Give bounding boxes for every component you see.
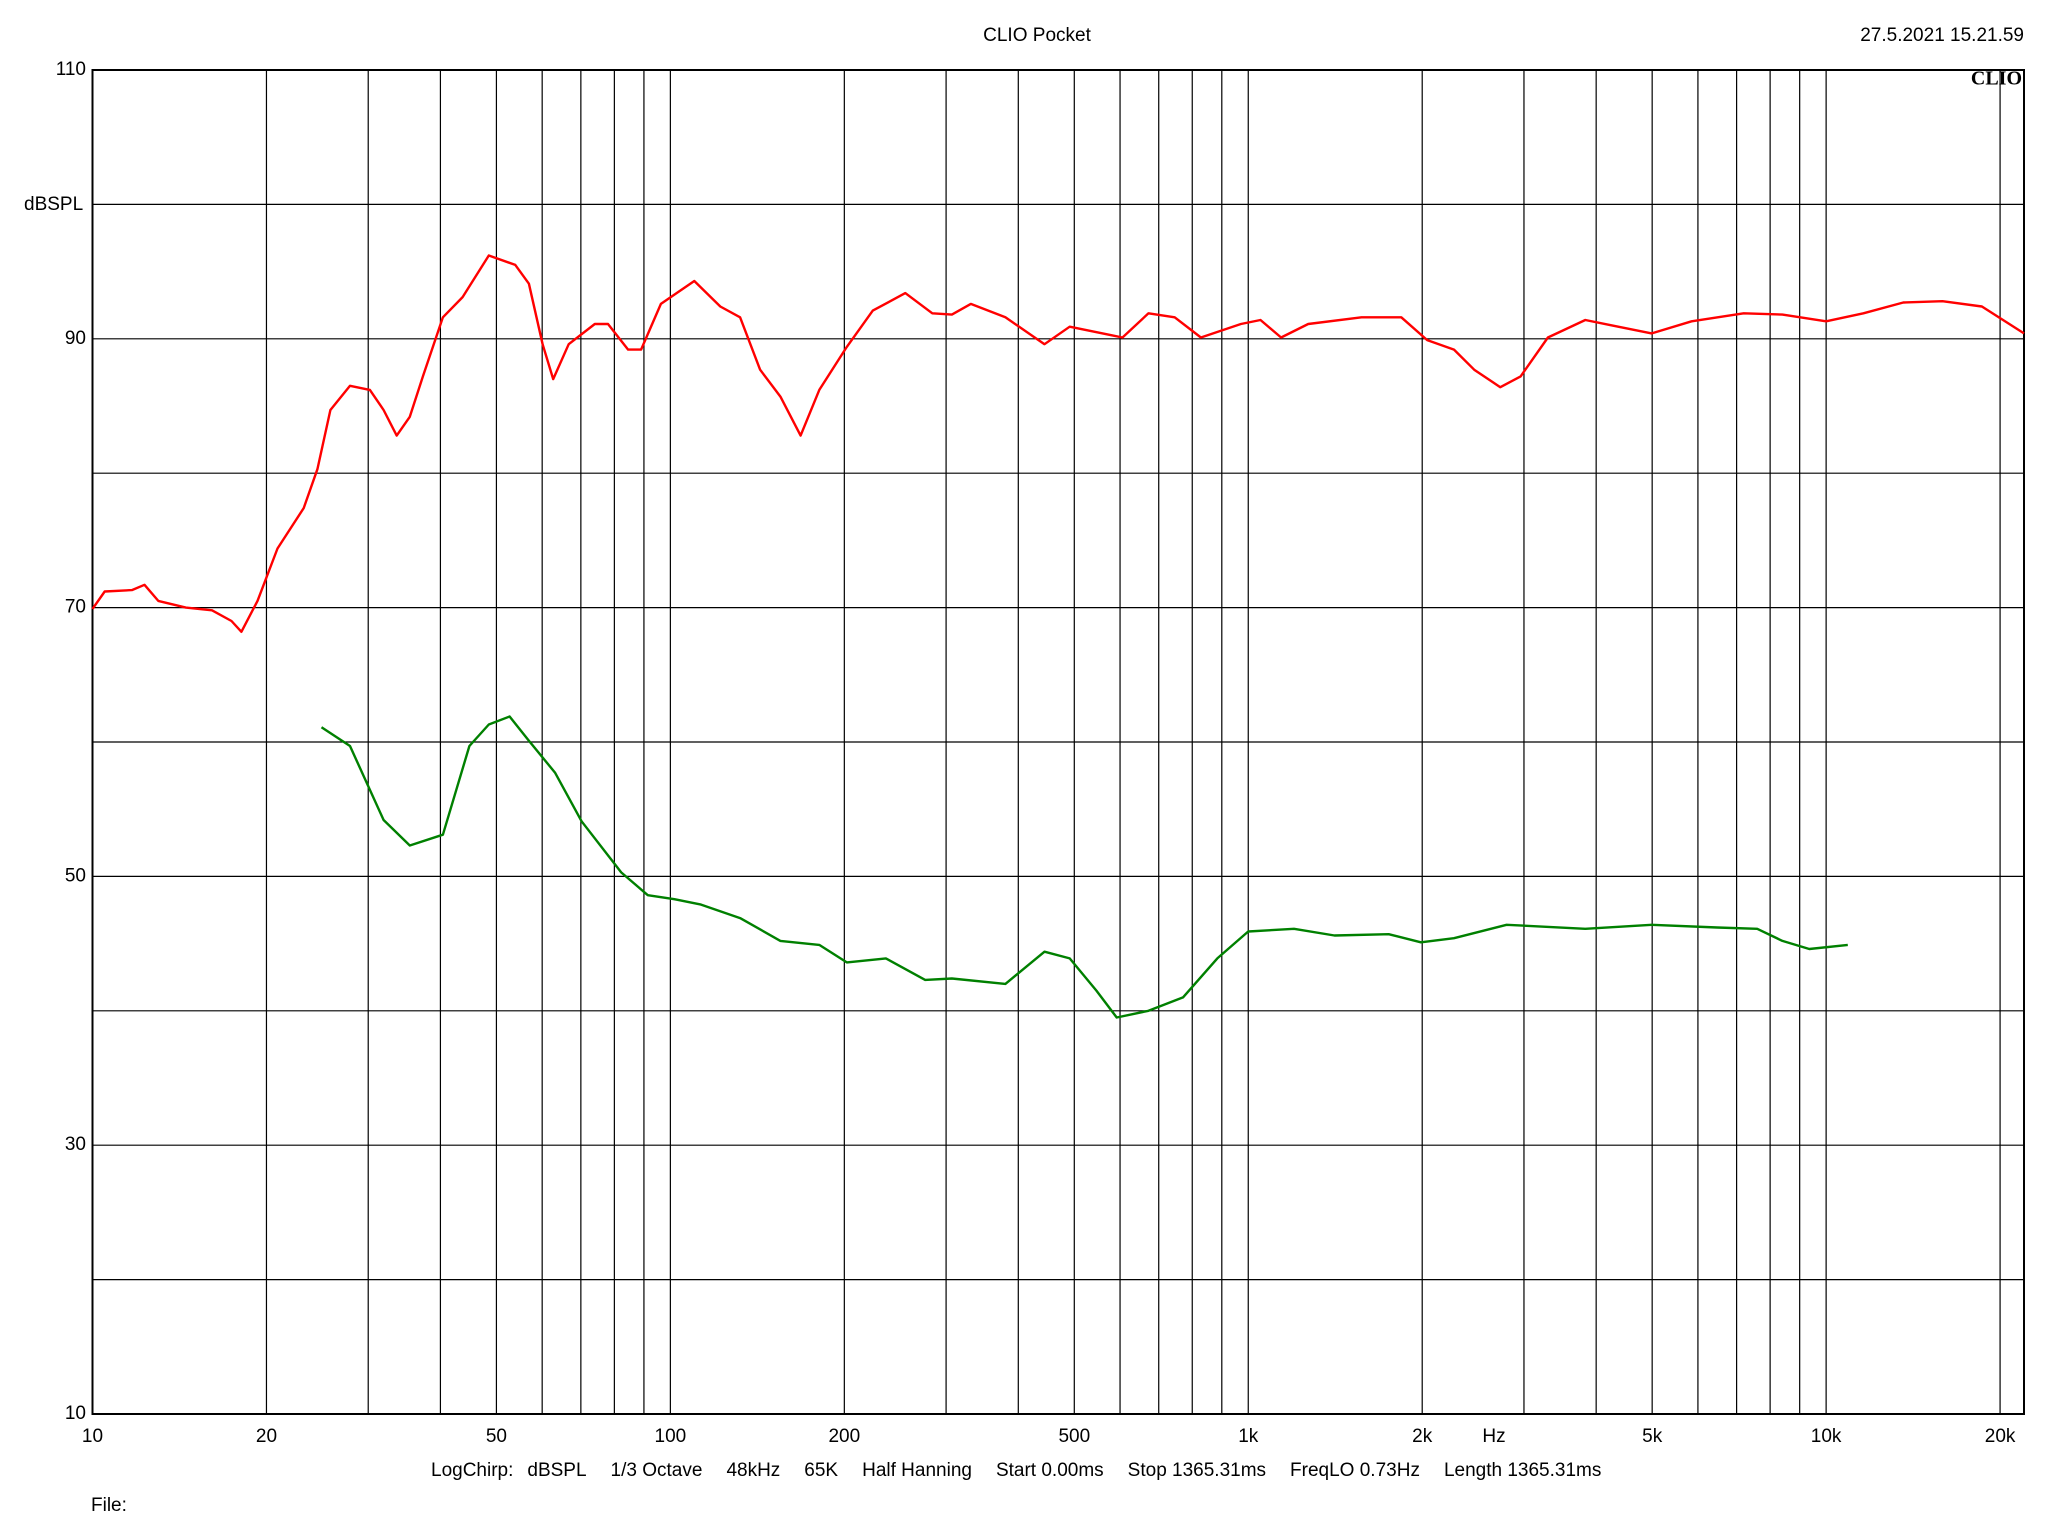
setting: 48kHz — [726, 1460, 780, 1481]
data-line — [91, 254, 2025, 633]
x-tick-label: 10k — [1811, 1426, 1842, 1447]
setting: FreqLO 0.73Hz — [1290, 1460, 1420, 1481]
file-label: File: — [91, 1495, 127, 1516]
x-tick-label: 10 — [82, 1426, 103, 1447]
setting: Start 0.00ms — [996, 1460, 1104, 1481]
y-tick-label: 90 — [65, 328, 86, 349]
x-tick-label: 20 — [256, 1426, 277, 1447]
x-tick-label: 20k — [1985, 1426, 2016, 1447]
settings-line: LogChirp: dBSPL 1/3 Octave 48kHz 65K Half Han… — [431, 1460, 1601, 1481]
y-axis-label: dBSPL — [24, 194, 83, 215]
setting: Length 1365.31ms — [1444, 1460, 1601, 1481]
y-tick-label: 50 — [65, 865, 86, 886]
logo: CLIO — [1971, 68, 2022, 90]
chart-title: CLIO Pocket — [983, 25, 1091, 46]
timestamp: 27.5.2021 15.21.59 — [1860, 25, 2024, 46]
y-tick-label: 70 — [65, 597, 86, 618]
x-tick-label: 2k — [1412, 1426, 1433, 1447]
x-tick-label: 200 — [828, 1426, 860, 1447]
setting: 1/3 Octave — [611, 1460, 703, 1481]
setting: 65K — [804, 1460, 838, 1481]
x-tick-label: 100 — [655, 1426, 687, 1447]
x-axis-label: Hz — [1482, 1426, 1505, 1447]
setting: LogChirp: — [431, 1460, 513, 1481]
x-tick-label: 1k — [1238, 1426, 1259, 1447]
setting: Half Hanning — [862, 1460, 972, 1481]
x-tick-label: 500 — [1058, 1426, 1090, 1447]
x-tick-label: 5k — [1642, 1426, 1663, 1447]
y-tick-label: 110 — [56, 59, 86, 80]
x-tick-label: 50 — [486, 1426, 507, 1447]
y-tick-label: 30 — [65, 1134, 86, 1155]
data-line — [320, 715, 1848, 1019]
setting: Stop 1365.31ms — [1128, 1460, 1266, 1481]
y-tick-label: 10 — [65, 1403, 86, 1424]
setting: dBSPL — [527, 1460, 586, 1481]
